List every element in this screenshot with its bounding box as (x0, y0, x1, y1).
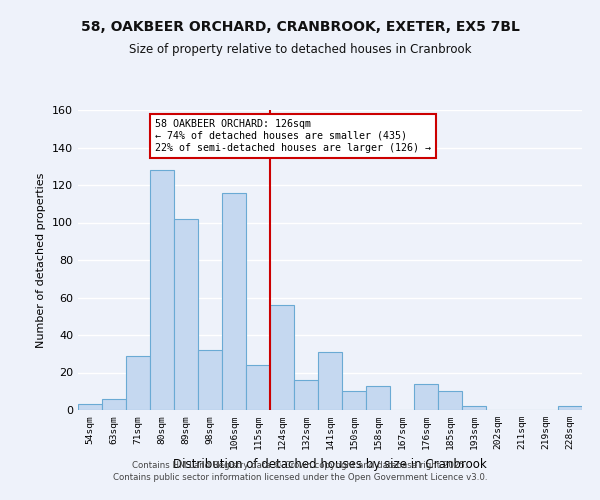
Bar (342, 391, 366, 410)
Bar (438, 391, 462, 410)
Text: 58, OAKBEER ORCHARD, CRANBROOK, EXETER, EX5 7BL: 58, OAKBEER ORCHARD, CRANBROOK, EXETER, … (80, 20, 520, 34)
Bar (270, 305, 294, 410)
X-axis label: Distribution of detached houses by size in Cranbrook: Distribution of detached houses by size … (173, 458, 487, 470)
Bar (78, 404, 102, 410)
Text: Contains HM Land Registry data © Crown copyright and database right 2025.
Contai: Contains HM Land Registry data © Crown c… (113, 461, 487, 482)
Bar (462, 406, 486, 410)
Bar (294, 380, 318, 410)
Bar (366, 386, 390, 410)
Text: Size of property relative to detached houses in Cranbrook: Size of property relative to detached ho… (129, 42, 471, 56)
Bar (222, 192, 246, 410)
Bar (246, 365, 270, 410)
Bar (102, 399, 126, 410)
Bar (150, 170, 174, 410)
Bar (558, 406, 582, 410)
Bar (126, 356, 150, 410)
Bar (174, 219, 198, 410)
Y-axis label: Number of detached properties: Number of detached properties (37, 172, 46, 348)
Text: 58 OAKBEER ORCHARD: 126sqm
← 74% of detached houses are smaller (435)
22% of sem: 58 OAKBEER ORCHARD: 126sqm ← 74% of deta… (155, 120, 431, 152)
Bar (318, 352, 342, 410)
Bar (198, 350, 222, 410)
Bar (414, 384, 438, 410)
